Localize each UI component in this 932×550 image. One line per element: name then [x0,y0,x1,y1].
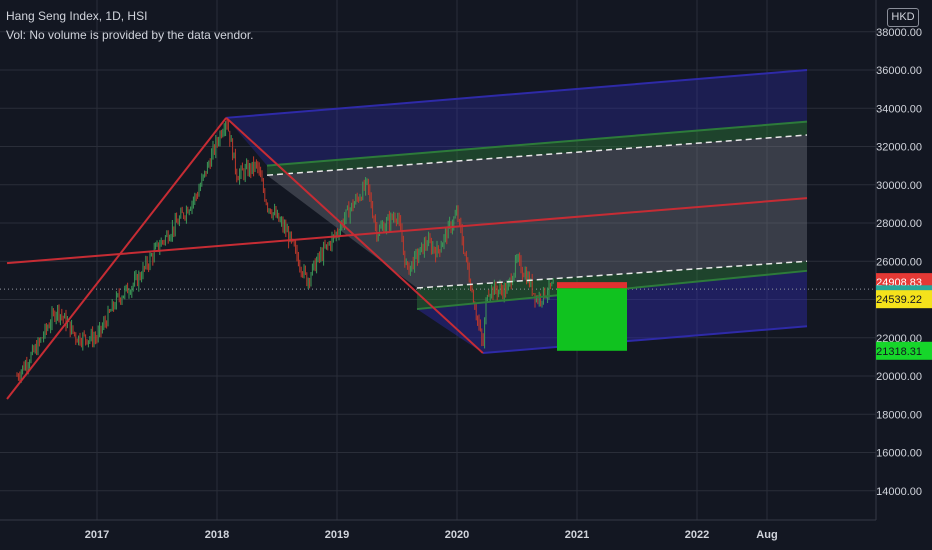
pitchfork-upper-line [226,69,808,119]
chart-title: Hang Seng Index, 1D, HSI [6,9,148,23]
upper-inner-fill [267,121,807,176]
pitchfork-handle-up [6,117,227,400]
y-tick-label: 36000.00 [876,65,922,77]
price-tag-label-last: 24539.22 [876,294,922,306]
middle-channel-fill [267,135,807,289]
y-tick-label: 30000.00 [876,180,922,192]
y-tick-label: 22000.00 [876,333,922,345]
x-tick-label: 2021 [565,529,589,541]
price-tag-last [876,290,932,309]
pitchfork-median-line [6,197,808,265]
y-tick-label: 18000.00 [876,409,922,421]
time-axis-bg [0,520,932,550]
x-tick-label: 2020 [445,529,469,541]
price-tag-label-target: 21318.31 [876,346,922,358]
pitchfork-lower-dashed-line [416,260,808,289]
x-tick-label: 2018 [205,529,229,541]
x-tick-label: 2019 [325,529,349,541]
stop-loss-zone [557,282,627,289]
y-tick-label: 26000.00 [876,256,922,268]
currency-badge[interactable]: HKD [887,8,919,27]
pitchfork-lower-line [482,325,808,355]
y-tick-label: 32000.00 [876,142,922,154]
price-tag-target [876,341,932,360]
y-tick-label: 20000.00 [876,371,922,383]
y-tick-label: 34000.00 [876,103,922,115]
x-tick-label: Aug [756,529,777,541]
y-tick-label: 28000.00 [876,218,922,230]
pitchfork-upper-inner-line [266,120,808,167]
y-tick-label: 38000.00 [876,27,922,39]
y-tick-label: 14000.00 [876,486,922,498]
upper-channel-fill [226,70,808,166]
pitchfork-upper-dashed-line [266,134,808,176]
volume-note: Vol: No volume is provided by the data v… [6,28,254,42]
y-tick-label: 16000.00 [876,448,922,460]
x-tick-label: 2017 [85,529,109,541]
x-tick-label: 2022 [685,529,709,541]
profit-target-zone [557,288,627,351]
